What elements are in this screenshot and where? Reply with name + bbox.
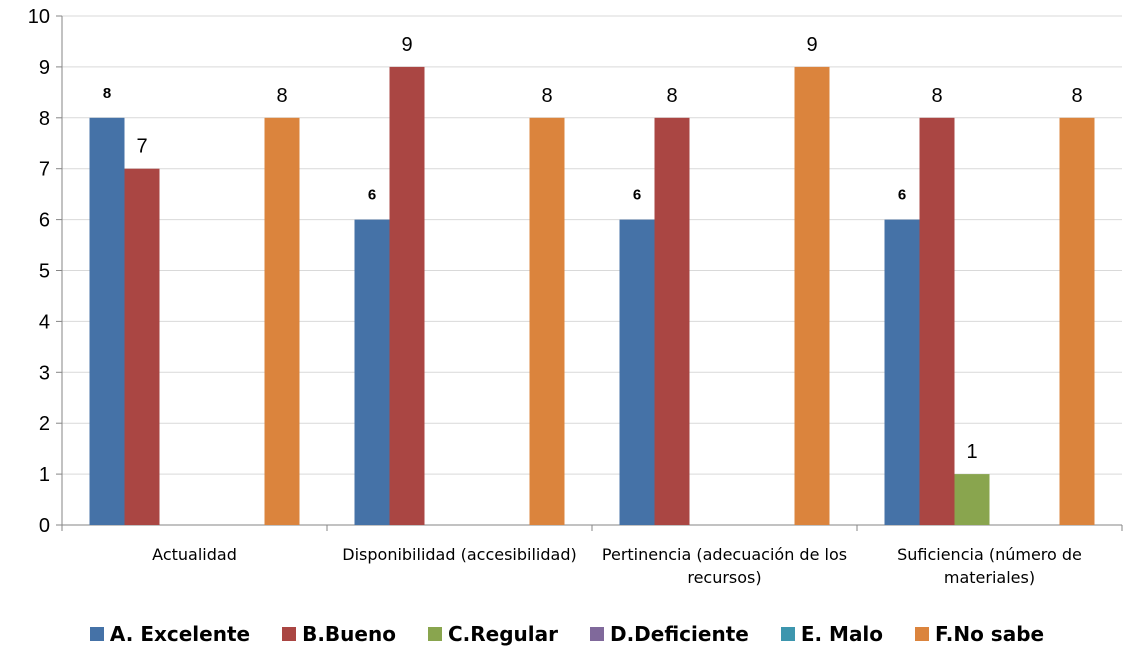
- data-label: 6: [898, 187, 906, 204]
- legend-label: A. Excelente: [109, 622, 251, 646]
- data-label: 6: [633, 187, 641, 204]
- data-label: 8: [666, 85, 677, 107]
- legend-item: D.Deficiente: [589, 622, 749, 646]
- y-tick-label: 2: [39, 413, 50, 435]
- data-label: 6: [368, 187, 376, 204]
- y-tick-label: 0: [39, 515, 50, 537]
- y-tick-label: 1: [39, 464, 50, 486]
- legend-label: E. Malo: [800, 622, 884, 646]
- legend-swatch: [780, 627, 795, 641]
- legend-swatch: [89, 627, 104, 641]
- data-label: 8: [931, 85, 942, 107]
- bar: [954, 474, 990, 525]
- legend-swatch: [589, 627, 604, 641]
- data-label: 8: [541, 85, 552, 107]
- legend-label: B.Bueno: [302, 622, 396, 646]
- x-category-label: Actualidad: [152, 545, 237, 564]
- bar: [794, 66, 830, 526]
- bar: [654, 117, 690, 526]
- bar: [884, 219, 920, 525]
- bar: [264, 117, 300, 526]
- bar: [1059, 117, 1095, 526]
- data-label: 8: [276, 85, 287, 107]
- legend-item: C.Regular: [427, 622, 558, 646]
- legend-item: E. Malo: [780, 622, 884, 646]
- bar: [89, 117, 125, 526]
- legend-item: B.Bueno: [282, 622, 396, 646]
- bar: [919, 117, 955, 526]
- data-label: 9: [401, 34, 412, 56]
- legend-label: D.Deficiente: [609, 622, 749, 646]
- data-label: 8: [1071, 85, 1082, 107]
- bar-chart: 0 1 2 3 4 5 6 7 8 9 10 8 6 6 6 7 9 8 8 1 8 8 9 8 Actualidad Dispo…: [28, 6, 1123, 587]
- data-label: 1: [966, 441, 977, 463]
- y-tick-label: 7: [39, 159, 50, 181]
- bar: [619, 219, 655, 525]
- chart-legend: A. Excelente B.Bueno C.Regular D.Deficiente…: [0, 620, 1134, 648]
- x-category-label: Suficiencia (número de: [897, 545, 1082, 564]
- x-category-label: recursos): [687, 568, 761, 587]
- x-category-label: Pertinencia (adecuación de los: [602, 545, 847, 564]
- y-tick-label: 5: [39, 261, 50, 283]
- legend-swatch: [427, 627, 442, 641]
- data-label: 9: [806, 34, 817, 56]
- legend-label: F.No sabe: [935, 622, 1045, 646]
- y-tick-label: 4: [39, 311, 50, 333]
- bar: [389, 66, 425, 526]
- y-tick-label: 3: [39, 362, 50, 384]
- y-tick-label: 10: [28, 6, 50, 28]
- y-tick-label: 9: [39, 57, 50, 79]
- x-category-label: materiales): [944, 568, 1035, 587]
- y-tick-label: 8: [39, 108, 50, 130]
- bar: [529, 117, 565, 526]
- bar: [124, 168, 160, 525]
- data-label: 7: [136, 136, 147, 158]
- y-tick-label: 6: [39, 210, 50, 232]
- data-label: 8: [103, 85, 111, 102]
- bar: [354, 219, 390, 525]
- legend-swatch: [915, 627, 930, 641]
- x-category-label: Disponibilidad (accesibilidad): [342, 545, 576, 564]
- legend-item: A. Excelente: [89, 622, 251, 646]
- legend-item: F.No sabe: [915, 622, 1044, 646]
- legend-swatch: [282, 627, 297, 641]
- legend-label: C.Regular: [447, 622, 558, 646]
